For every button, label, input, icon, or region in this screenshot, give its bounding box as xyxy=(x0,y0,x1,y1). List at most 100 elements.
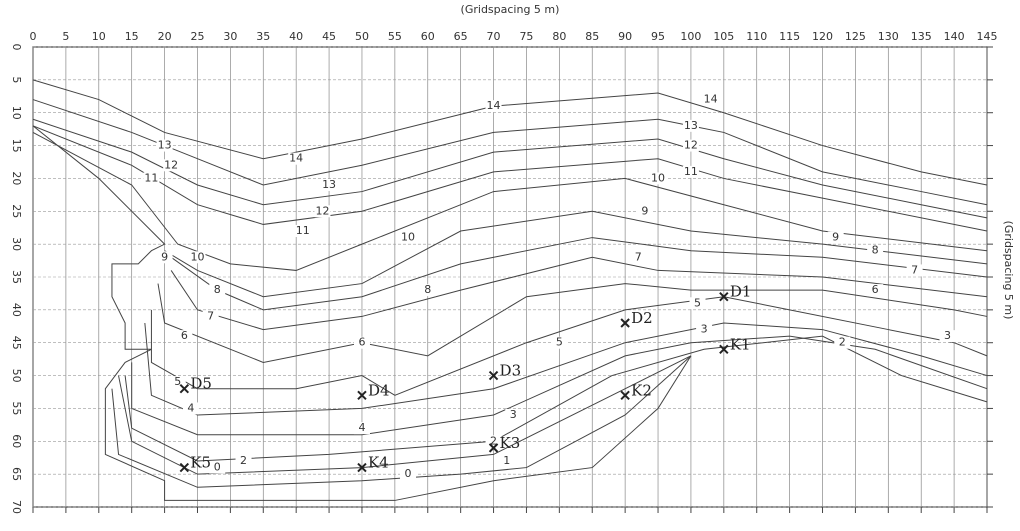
y-tick-label: 20 xyxy=(10,171,23,185)
contour-line xyxy=(32,99,988,206)
label-bg xyxy=(696,323,713,336)
x-tick-label: 0 xyxy=(30,30,37,43)
point-label: D5 xyxy=(190,375,212,393)
contour-label: 5 xyxy=(556,336,563,349)
contour-line xyxy=(150,296,988,396)
x-tick-label: 100 xyxy=(680,30,701,43)
x-tick-label: 5 xyxy=(62,30,69,43)
contour-line xyxy=(157,283,988,363)
x-tick-label: 115 xyxy=(779,30,800,43)
contour-label: 12 xyxy=(684,139,698,152)
contour-label: 9 xyxy=(832,231,839,244)
contour-label: 11 xyxy=(684,165,698,178)
x-tick-label: 25 xyxy=(190,30,204,43)
y-tick-label: 65 xyxy=(10,467,23,481)
label-bg xyxy=(314,205,331,218)
x-tick-label: 80 xyxy=(552,30,566,43)
label-bg xyxy=(682,165,699,178)
contour-label: 14 xyxy=(704,93,718,106)
y-tick-label: 40 xyxy=(10,303,23,317)
contour-label: 2 xyxy=(240,454,247,467)
y-tick-label: 45 xyxy=(10,336,23,350)
contour-label: 11 xyxy=(144,171,158,184)
point-label: K1 xyxy=(730,335,751,353)
contour-label: 6 xyxy=(872,283,879,296)
point-label: K2 xyxy=(631,381,652,399)
contour-label: 6 xyxy=(181,329,188,342)
contour-label: 12 xyxy=(164,158,178,171)
x-tick-label: 75 xyxy=(519,30,533,43)
label-bg xyxy=(202,310,219,323)
x-tick-label: 125 xyxy=(845,30,866,43)
label-bg xyxy=(682,119,699,132)
contour-label: 8 xyxy=(214,283,221,296)
label-bg xyxy=(288,152,305,165)
label-bg xyxy=(189,251,206,264)
contour-label: 14 xyxy=(289,152,303,165)
point-label: K3 xyxy=(500,434,521,452)
label-bg xyxy=(650,172,667,185)
label-bg xyxy=(498,455,515,467)
contour-label: 3 xyxy=(944,329,951,342)
point-marker xyxy=(620,318,630,328)
contour-label: 7 xyxy=(635,250,642,263)
label-bg xyxy=(906,264,923,277)
top-label: (Gridspacing 5 m) xyxy=(461,3,560,16)
label-bg xyxy=(321,179,338,191)
x-tick-label: 40 xyxy=(289,30,303,43)
x-tick-label: 105 xyxy=(713,30,734,43)
x-tick-label: 120 xyxy=(812,30,833,43)
contour-label: 4 xyxy=(187,401,194,414)
y-tick-label: 0 xyxy=(10,44,23,51)
contour-label: 9 xyxy=(161,250,168,263)
contour-line xyxy=(170,237,988,311)
right-label: (Gridspacing 5 m) xyxy=(1002,221,1015,320)
label-bg xyxy=(209,461,226,474)
label-bg xyxy=(702,93,719,106)
label-bg xyxy=(419,284,436,297)
y-tick-label: 5 xyxy=(10,76,23,83)
point-marker xyxy=(179,384,190,394)
point-marker xyxy=(719,344,729,354)
contour-line xyxy=(131,335,988,436)
point-label: D1 xyxy=(730,283,752,301)
x-tick-label: 20 xyxy=(158,30,172,43)
label-bg xyxy=(630,251,647,264)
label-bg xyxy=(682,139,699,152)
x-tick-label: 55 xyxy=(388,30,402,43)
contour-label: 4 xyxy=(358,421,365,434)
contour-label: 12 xyxy=(315,204,329,217)
x-tick-label: 140 xyxy=(944,30,965,43)
x-tick-label: 110 xyxy=(746,30,767,43)
x-tick-label: 10 xyxy=(92,30,106,43)
x-tick-label: 130 xyxy=(878,30,899,43)
contour-line xyxy=(32,125,692,501)
label-bg xyxy=(143,172,160,185)
label-bg xyxy=(353,422,370,435)
contour-label: 10 xyxy=(190,250,204,263)
x-tick-label: 45 xyxy=(322,30,336,43)
point-marker xyxy=(357,390,367,400)
point-marker xyxy=(719,292,729,302)
point-label: K5 xyxy=(190,454,211,472)
contour-label: 5 xyxy=(174,375,181,388)
point-marker xyxy=(357,462,367,473)
point-label: D2 xyxy=(631,309,653,327)
label-bg xyxy=(294,225,311,237)
label-bg xyxy=(834,336,851,349)
y-tick-label: 10 xyxy=(10,106,23,120)
contour-label: 9 xyxy=(641,204,648,217)
label-bg xyxy=(867,244,884,257)
contour-line xyxy=(32,118,988,219)
x-tick-label: 95 xyxy=(651,30,665,43)
x-tick-label: 35 xyxy=(256,30,270,43)
contour-label: 8 xyxy=(424,283,431,296)
contour-label: 2 xyxy=(839,336,846,349)
x-tick-label: 15 xyxy=(125,30,139,43)
contour-line xyxy=(144,322,988,416)
x-tick-label: 50 xyxy=(355,30,369,43)
label-bg xyxy=(156,139,173,152)
contour-label: 2 xyxy=(490,434,497,447)
point-marker xyxy=(620,390,630,400)
